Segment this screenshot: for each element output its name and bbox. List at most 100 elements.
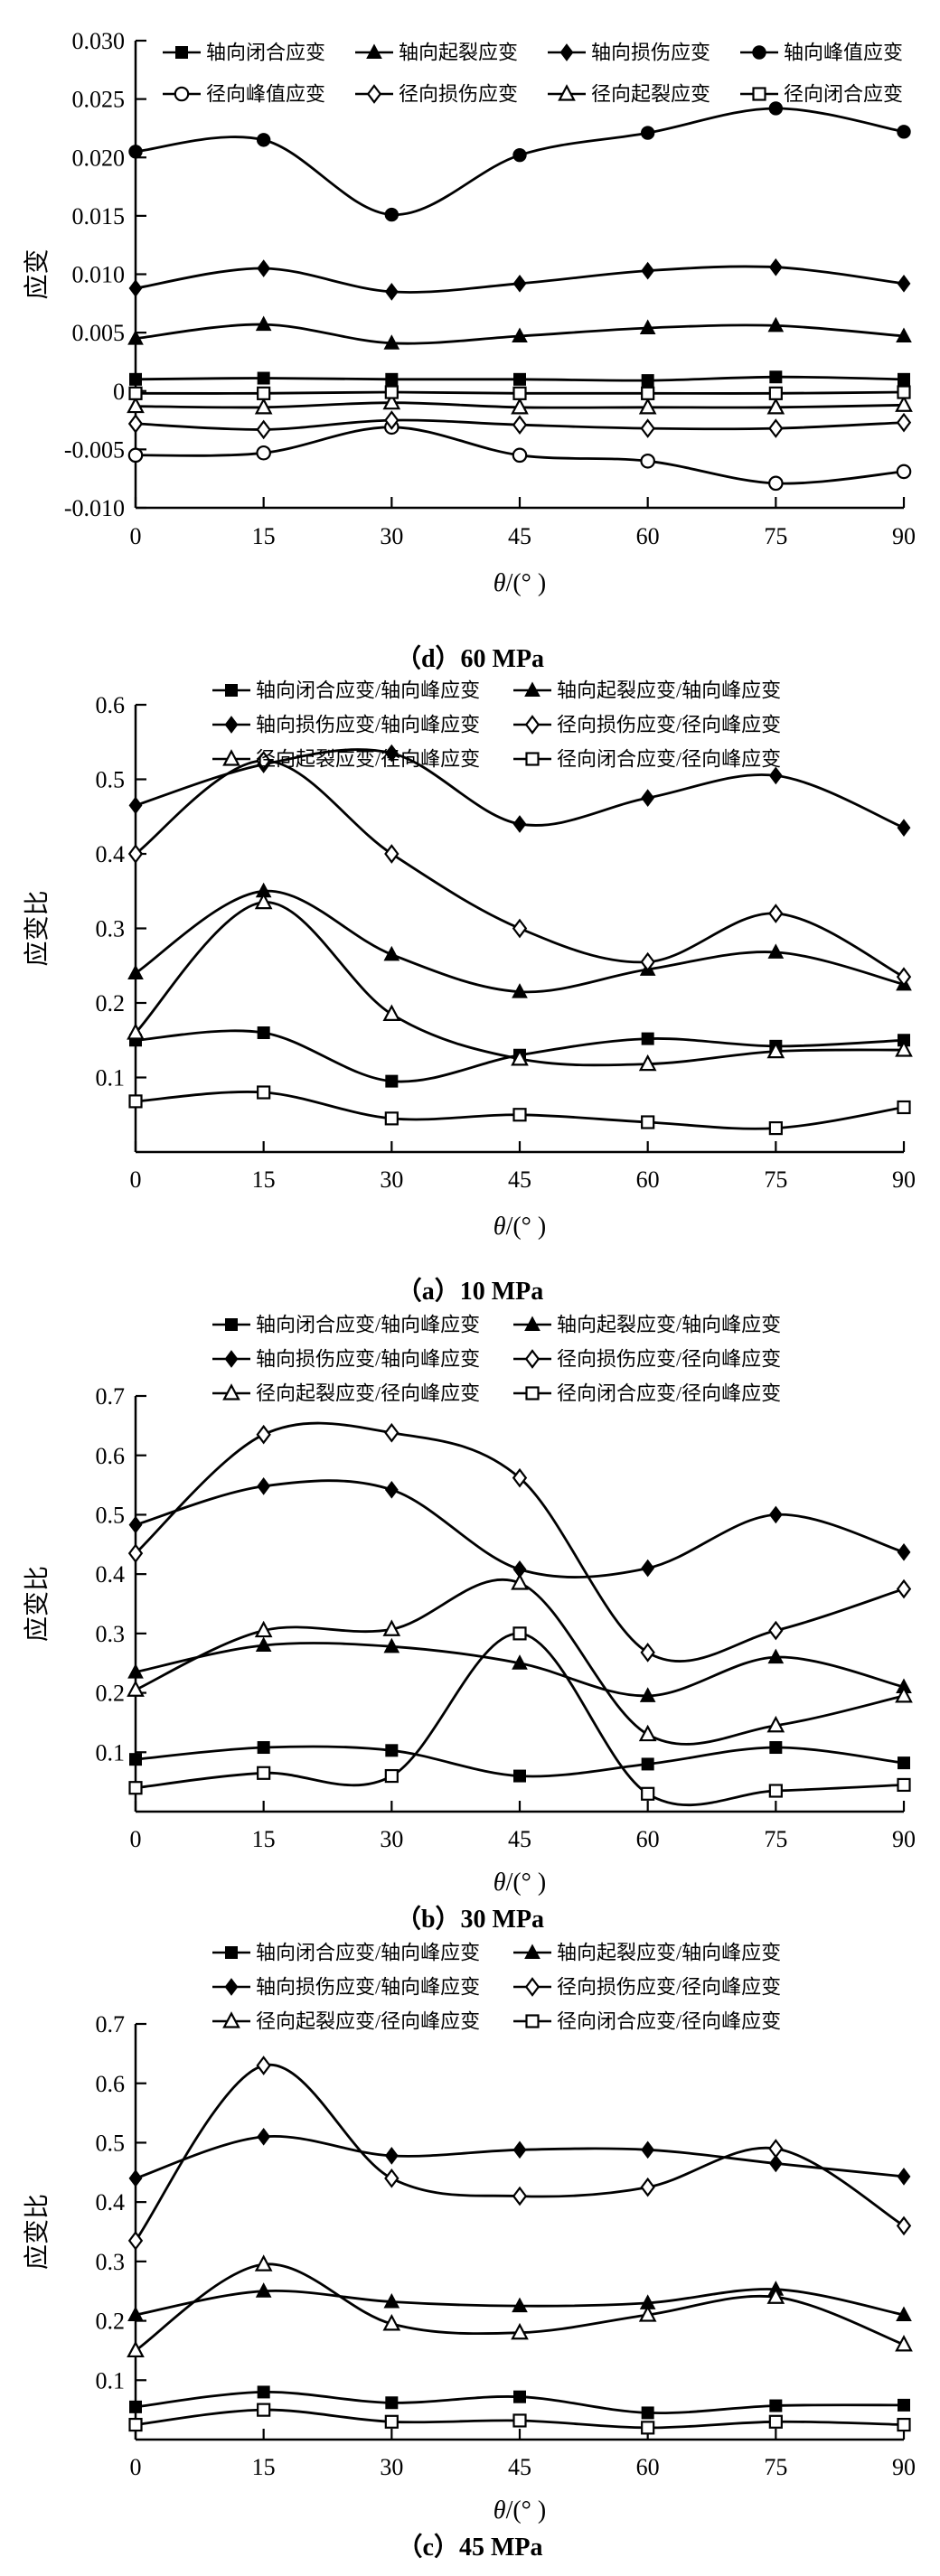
svg-text:应变比: 应变比: [23, 890, 52, 966]
svg-text:轴向损伤应变: 轴向损伤应变: [591, 42, 710, 64]
chart-caption-30mpa: （b）30 MPa: [395, 1906, 545, 1934]
svg-text:0.7: 0.7: [96, 1383, 126, 1410]
svg-text:0.5: 0.5: [96, 2131, 126, 2157]
svg-text:0: 0: [113, 379, 125, 405]
svg-text:径向闭合应变/径向峰应变: 径向闭合应变/径向峰应变: [557, 2010, 781, 2033]
svg-text:15: 15: [252, 523, 276, 549]
svg-text:轴向损伤应变/轴向峰应变: 轴向损伤应变/轴向峰应变: [256, 1348, 480, 1371]
svg-text:15: 15: [252, 2454, 276, 2480]
svg-text:轴向起裂应变/轴向峰应变: 轴向起裂应变/轴向峰应变: [557, 1942, 781, 1964]
svg-text:60: 60: [636, 523, 660, 549]
svg-text:45: 45: [508, 1826, 531, 1852]
svg-text:0.1: 0.1: [96, 2367, 126, 2393]
svg-text:0.3: 0.3: [96, 2249, 126, 2275]
strain-ratio-line-chart-10mpa: 0.1 0.2 0.3 0.4 0.5 0.6 0 15 30 45 60 75 90 应变比 θ/(° )…: [23, 679, 916, 1241]
svg-text:0.2: 0.2: [96, 1681, 126, 1707]
svg-text:径向损伤应变/径向峰应变: 径向损伤应变/径向峰应变: [557, 714, 781, 736]
svg-text:径向闭合应变: 径向闭合应变: [784, 83, 903, 106]
svg-text:0.7: 0.7: [96, 2011, 126, 2037]
svg-text:轴向峰值应变: 轴向峰值应变: [784, 42, 903, 64]
svg-text:轴向起裂应变/轴向峰应变: 轴向起裂应变/轴向峰应变: [557, 1314, 781, 1336]
svg-text:-0.010: -0.010: [64, 495, 125, 521]
svg-text:0.6: 0.6: [96, 692, 126, 718]
svg-text:30: 30: [380, 1826, 403, 1852]
svg-text:0.015: 0.015: [72, 203, 126, 229]
svg-text:30: 30: [380, 523, 403, 549]
svg-text:轴向起裂应变: 轴向起裂应变: [399, 42, 518, 64]
svg-text:0: 0: [130, 2454, 142, 2480]
svg-text:径向起裂应变/径向峰应变: 径向起裂应变/径向峰应变: [256, 748, 480, 771]
svg-text:90: 90: [892, 1166, 916, 1193]
svg-text:径向起裂应变/径向峰应变: 径向起裂应变/径向峰应变: [256, 2010, 480, 2033]
svg-text:15: 15: [252, 1166, 276, 1193]
chart-panel-45mpa: 0.1 0.2 0.3 0.4 0.5 0.6 0.7 0 15 30 45 60 75 90 应变比 θ/(…: [0, 1938, 940, 2566]
svg-text:45: 45: [508, 2454, 531, 2480]
svg-text:75: 75: [764, 1166, 787, 1193]
strain-ratio-line-chart-45mpa: 0.1 0.2 0.3 0.4 0.5 0.6 0.7 0 15 30 45 60 75 90 应变比 θ/(…: [23, 1942, 916, 2524]
svg-text:60: 60: [636, 1166, 660, 1193]
svg-text:应变: 应变: [23, 248, 52, 299]
svg-text:0: 0: [130, 523, 142, 549]
svg-text:90: 90: [892, 523, 916, 549]
svg-text:0.4: 0.4: [96, 841, 126, 867]
svg-text:0.005: 0.005: [72, 320, 126, 346]
svg-text:轴向闭合应变/轴向峰应变: 轴向闭合应变/轴向峰应变: [256, 679, 480, 702]
svg-text:0.6: 0.6: [96, 2071, 126, 2097]
svg-text:0: 0: [130, 1166, 142, 1193]
svg-text:轴向闭合应变/轴向峰应变: 轴向闭合应变/轴向峰应变: [256, 1314, 480, 1336]
svg-text:0.020: 0.020: [72, 145, 126, 171]
svg-text:45: 45: [508, 523, 531, 549]
chart-panel-60mpa: -0.010 -0.005 0 0.005 0.010 0.015 0.020 0.025 0.…: [0, 0, 940, 678]
svg-text:θ/(° ): θ/(° ): [494, 569, 546, 597]
svg-text:-0.005: -0.005: [64, 436, 125, 463]
svg-text:60: 60: [636, 2454, 660, 2480]
svg-text:径向损伤应变/径向峰应变: 径向损伤应变/径向峰应变: [557, 1348, 781, 1371]
svg-text:径向起裂应变/径向峰应变: 径向起裂应变/径向峰应变: [256, 1382, 480, 1405]
svg-text:0.6: 0.6: [96, 1443, 126, 1469]
svg-text:0.010: 0.010: [72, 262, 126, 288]
svg-text:轴向闭合应变/轴向峰应变: 轴向闭合应变/轴向峰应变: [256, 1942, 480, 1964]
svg-text:应变比: 应变比: [23, 2194, 52, 2270]
chart-caption-45mpa: （c）45 MPa: [397, 2534, 543, 2562]
svg-text:30: 30: [380, 2454, 403, 2480]
svg-text:θ/(° ): θ/(° ): [494, 1869, 546, 1897]
svg-text:45: 45: [508, 1166, 531, 1193]
svg-text:径向损伤应变/径向峰应变: 径向损伤应变/径向峰应变: [557, 1976, 781, 1999]
svg-text:θ/(° ): θ/(° ): [494, 1213, 546, 1241]
strain-ratio-line-chart-30mpa: 0.1 0.2 0.3 0.4 0.5 0.6 0.7 0 15 30 45 60 75 90 应变比 θ/(…: [23, 1314, 916, 1897]
svg-text:径向损伤应变: 径向损伤应变: [399, 83, 518, 106]
svg-text:θ/(° ): θ/(° ): [494, 2496, 546, 2524]
svg-text:0.3: 0.3: [96, 916, 126, 942]
svg-text:75: 75: [764, 2454, 787, 2480]
svg-text:0.2: 0.2: [96, 2309, 126, 2335]
chart-panel-10mpa: 0.1 0.2 0.3 0.4 0.5 0.6 0 15 30 45 60 75 90 应变比 θ/(° )…: [0, 678, 940, 1310]
svg-text:轴向起裂应变/轴向峰应变: 轴向起裂应变/轴向峰应变: [557, 679, 781, 702]
svg-text:轴向损伤应变/轴向峰应变: 轴向损伤应变/轴向峰应变: [256, 714, 480, 736]
svg-text:0.1: 0.1: [96, 1065, 126, 1091]
chart-panel-30mpa: 0.1 0.2 0.3 0.4 0.5 0.6 0.7 0 15 30 45 60 75 90 应变比 θ/(…: [0, 1310, 940, 1938]
chart-caption-10mpa: （a）10 MPa: [396, 1278, 544, 1306]
svg-text:0.3: 0.3: [96, 1621, 126, 1647]
svg-text:0.030: 0.030: [72, 28, 126, 54]
svg-text:0.4: 0.4: [96, 2189, 126, 2215]
svg-text:径向闭合应变/径向峰应变: 径向闭合应变/径向峰应变: [557, 748, 781, 771]
svg-text:15: 15: [252, 1826, 276, 1852]
svg-text:75: 75: [764, 523, 787, 549]
svg-text:60: 60: [636, 1826, 660, 1852]
svg-text:0.4: 0.4: [96, 1561, 126, 1588]
svg-text:0.1: 0.1: [96, 1739, 126, 1766]
svg-text:径向起裂应变: 径向起裂应变: [591, 83, 710, 106]
svg-text:0.025: 0.025: [72, 87, 126, 113]
svg-text:轴向闭合应变: 轴向闭合应变: [206, 42, 325, 64]
svg-text:0.2: 0.2: [96, 990, 126, 1016]
svg-text:0.5: 0.5: [96, 1503, 126, 1529]
svg-text:90: 90: [892, 2454, 916, 2480]
svg-text:径向峰值应变: 径向峰值应变: [206, 83, 325, 106]
chart-caption-60mpa: （d）60 MPa: [395, 645, 545, 673]
svg-text:90: 90: [892, 1826, 916, 1852]
svg-text:应变比: 应变比: [23, 1566, 52, 1642]
strain-line-chart-60mpa: -0.010 -0.005 0 0.005 0.010 0.015 0.020 0.025 0.…: [23, 28, 916, 597]
svg-text:75: 75: [764, 1826, 787, 1852]
svg-text:30: 30: [380, 1166, 403, 1193]
svg-text:0.5: 0.5: [96, 767, 126, 793]
